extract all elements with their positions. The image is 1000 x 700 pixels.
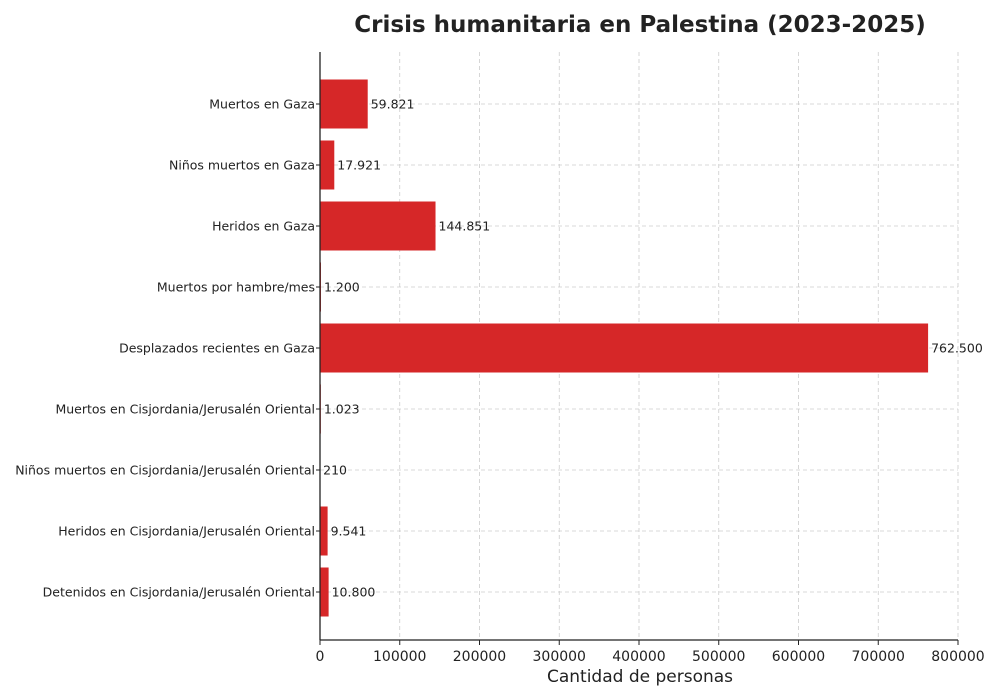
y-tick-label: Heridos en Gaza — [212, 219, 315, 234]
data-label: 144.851 — [439, 219, 491, 234]
data-label: 9.541 — [331, 524, 367, 539]
y-tick-label: Muertos en Cisjordania/Jerusalén Orienta… — [55, 402, 315, 417]
data-label: 1.023 — [324, 402, 360, 417]
y-tick-label: Detenidos en Cisjordania/Jerusalén Orien… — [43, 585, 315, 600]
x-axis-label: Cantidad de personas — [547, 667, 733, 687]
data-label: 762.500 — [931, 341, 983, 356]
data-label: 1.200 — [324, 280, 360, 295]
y-tick-label: Muertos por hambre/mes — [157, 280, 315, 295]
x-tick-label: 400000 — [612, 649, 665, 665]
y-tick-label: Muertos en Gaza — [209, 97, 315, 112]
data-label: 59.821 — [371, 97, 415, 112]
x-tick-label: 300000 — [533, 649, 586, 665]
bar — [320, 323, 929, 373]
data-label: 17.921 — [337, 158, 381, 173]
y-tick-label: Desplazados recientes en Gaza — [119, 341, 315, 356]
x-tick-label: 700000 — [852, 649, 905, 665]
x-tick-label: 0 — [316, 649, 325, 665]
x-tick-label: 800000 — [931, 649, 984, 665]
x-tick-label: 200000 — [453, 649, 506, 665]
x-tick-label: 100000 — [373, 649, 426, 665]
x-tick-label: 500000 — [692, 649, 745, 665]
y-tick-label: Niños muertos en Cisjordania/Jerusalén O… — [15, 463, 315, 478]
y-tick-label: Niños muertos en Gaza — [169, 158, 315, 173]
bar — [320, 140, 335, 190]
bar — [320, 567, 329, 617]
chart-title: Crisis humanitaria en Palestina (2023-20… — [354, 12, 925, 38]
data-label: 210 — [323, 463, 347, 478]
x-tick-label: 600000 — [772, 649, 825, 665]
bar — [320, 201, 436, 251]
bar — [320, 79, 368, 129]
data-label: 10.800 — [332, 585, 376, 600]
y-tick-label: Heridos en Cisjordania/Jerusalén Orienta… — [58, 524, 315, 539]
bar — [320, 506, 328, 556]
